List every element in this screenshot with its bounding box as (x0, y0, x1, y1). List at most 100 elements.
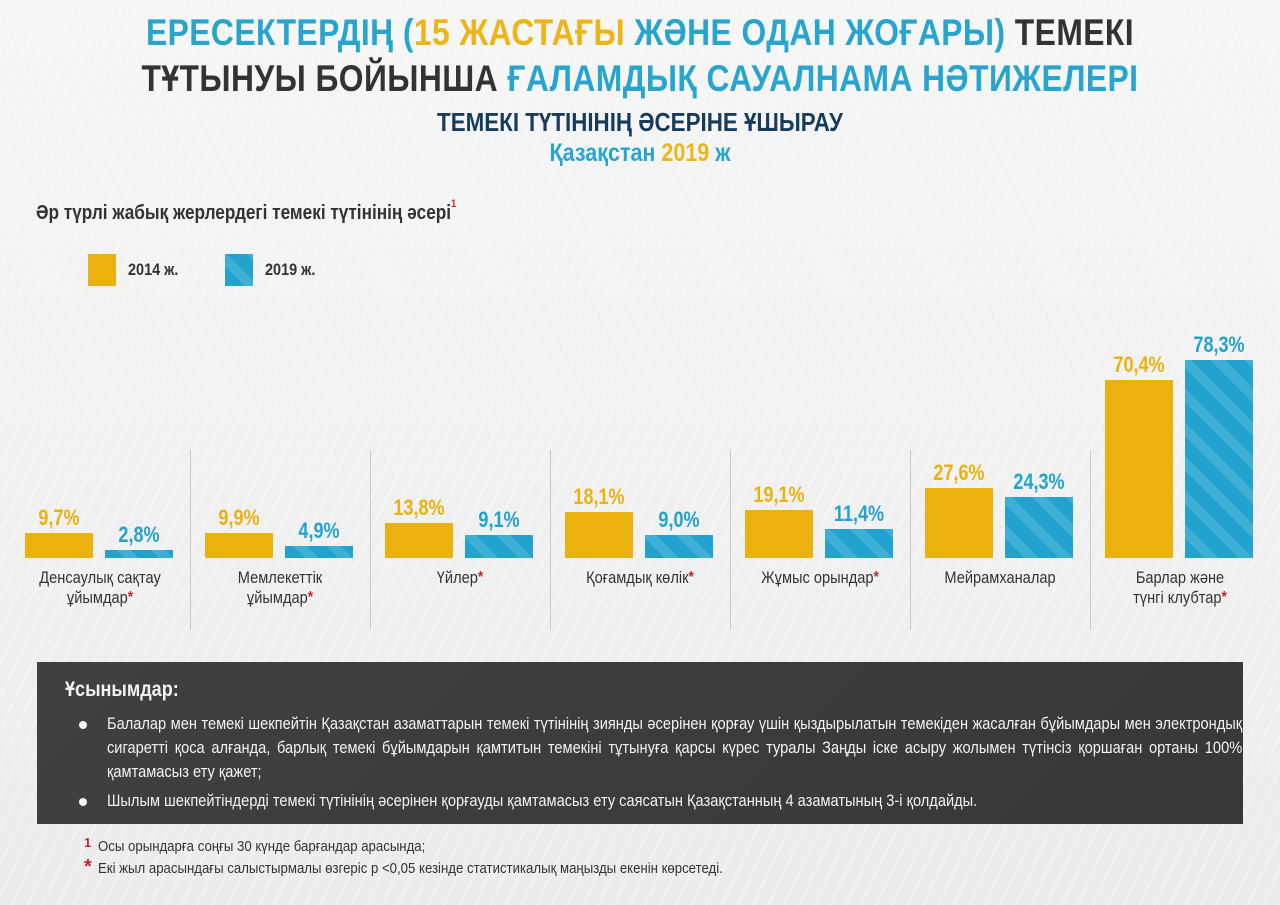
recommendations-title: Ұсынымдар: (65, 678, 179, 701)
category-label-text: Үйлер (436, 568, 478, 587)
bar-2019 (285, 545, 353, 558)
group-divider (550, 450, 551, 630)
chart-legend: 2014 ж. 2019 ж. (88, 254, 363, 286)
data-label-2019: 2,8% (118, 522, 160, 547)
footnote-text: Екі жыл арасындағы салыстырмалы өзгеріс … (98, 860, 723, 877)
significance-asterisk: * (477, 569, 484, 586)
category-label-line: түнгі клубтар* (1103, 588, 1258, 608)
bar-2019 (465, 534, 533, 558)
main-title-line-2: ТҰТЫНУЫ БОЙЫНША ҒАЛАМДЫҚ САУАЛНАМА НӘТИЖ… (90, 56, 1191, 102)
category-label: Денсаулық сақтау ұйымдар* (23, 568, 178, 608)
significance-asterisk: * (1221, 589, 1227, 606)
category-label-line: Қоғамдық көлік* (563, 568, 718, 588)
data-label-2014: 19,1% (753, 481, 805, 507)
data-label-2014: 70,4% (1113, 351, 1165, 377)
data-label-2019: 78,3% (1193, 331, 1245, 357)
category-label-line: Жұмыс орындар* (743, 568, 898, 588)
category-label-line: ұйымдар* (23, 588, 178, 608)
group-divider (1090, 450, 1091, 630)
category-label: Мейрамханалар (923, 568, 1078, 588)
group-divider (910, 450, 911, 630)
header: ЕРЕСЕКТЕРДІҢ (15 ЖАСТАҒЫ ЖӘНЕ ОДАН ЖОҒАР… (0, 10, 1280, 168)
category-label: Үйлер* (383, 568, 538, 588)
data-label-2014: 9,9% (218, 504, 260, 530)
legend-label-2014: 2014 ж. (128, 260, 179, 279)
bullet-icon (79, 798, 87, 806)
bar-2019 (825, 529, 893, 558)
data-label-2014: 27,6% (933, 460, 985, 486)
title-line-1-segment: ЖӘНЕ ОДАН ЖОҒАРЫ) (634, 12, 1015, 53)
group-divider (190, 450, 191, 630)
group-divider (730, 450, 731, 630)
title-line-2-segment: ҒАЛАМДЫҚ САУАЛНАМА НӘТИЖЕЛЕРІ (507, 58, 1139, 99)
bar-group: 18,1% 9,0% Қоғамдық көлік* (550, 300, 730, 640)
year-label: 2019 (661, 139, 710, 167)
significance-asterisk: * (307, 589, 314, 606)
bar-group: 9,9% 4,9% Мемлекеттік ұйымдар* (190, 300, 370, 640)
category-label-text: ұйымдар (66, 588, 128, 607)
title-line-2-segment: ТҰТЫНУЫ БОЙЫНША (141, 58, 508, 99)
legend-swatch-2019 (225, 254, 254, 286)
category-label-text: түнгі клубтар (1133, 588, 1222, 607)
bar-chart: 9,7% 2,8% Денсаулық сақтау ұйымдар* 9,9% 4,9%… (0, 300, 1280, 640)
footnote-1: 1 Осы орындарға соңғы 30 күнде барғандар… (84, 835, 808, 858)
bar-group: 70,4% 78,3% Барлар және түнгі клубтар* (1090, 300, 1270, 640)
category-label: Барлар және түнгі клубтар* (1103, 568, 1258, 608)
bar-group: 13,8% 9,1% Үйлер* (370, 300, 550, 640)
bar-2019 (645, 535, 713, 558)
bar-2019 (105, 550, 173, 558)
title-line-1-segment: ТЕМЕКІ (1014, 12, 1135, 53)
legend-label-2019: 2019 ж. (265, 260, 316, 279)
recommendations-list: Балалар мен темекі шекпейтін Қазақстан а… (65, 712, 1242, 813)
legend-item-2014: 2014 ж. (88, 254, 187, 286)
bar-group: 27,6% 24,3% Мейрамханалар (910, 300, 1090, 640)
data-label-2019: 4,9% (298, 517, 340, 543)
category-label-line: Барлар және (1103, 568, 1258, 588)
chart-title-text: Әр түрлі жабық жерлердегі темекі түтінін… (36, 202, 452, 224)
category-label-line: Мейрамханалар (923, 568, 1078, 588)
data-label-2019: 11,4% (833, 501, 885, 527)
data-label-2014: 13,8% (393, 495, 445, 521)
significance-asterisk: * (688, 569, 694, 586)
bar-2014 (25, 533, 93, 558)
bullet-icon (79, 721, 87, 729)
group-divider (370, 450, 371, 630)
bar-group: 19,1% 11,4% Жұмыс орындар* (730, 300, 910, 640)
category-label-text: Қоғамдық көлік (586, 568, 689, 587)
category-label-text: Жұмыс орындар (761, 568, 874, 587)
recommendation-text: Шылым шекпейтіндерді темекі түтінінің әс… (107, 791, 978, 810)
data-label-2019: 9,1% (478, 506, 520, 532)
footnote-mark: * (84, 856, 92, 878)
legend-item-2019: 2019 ж. (225, 254, 324, 286)
category-label-line: Денсаулық сақтау (23, 568, 178, 588)
country-year: Қазақстан 2019 ж (90, 138, 1191, 168)
category-label-text: Денсаулық сақтау (39, 568, 161, 587)
significance-asterisk: * (127, 589, 134, 606)
data-label-2014: 9,7% (38, 505, 80, 531)
data-label-2019: 9,0% (658, 507, 700, 533)
recommendation-text: Балалар мен темекі шекпейтін Қазақстан а… (107, 714, 1243, 781)
significance-asterisk: * (873, 569, 879, 586)
data-label-2019: 24,3% (1013, 468, 1065, 494)
main-title-line-1: ЕРЕСЕКТЕРДІҢ (15 ЖАСТАҒЫ ЖӘНЕ ОДАН ЖОҒАР… (90, 10, 1191, 56)
category-label-text: ұйымдар (246, 588, 308, 607)
bar-2014 (385, 523, 453, 558)
category-label-line: ұйымдар* (203, 588, 358, 608)
category-label: Мемлекеттік ұйымдар* (203, 568, 358, 608)
chart-title: Әр түрлі жабық жерлердегі темекі түтінін… (36, 198, 456, 225)
subtitle: ТЕМЕКІ ТҮТІНІНІҢ ӘСЕРІНЕ ҰШЫРАУ (437, 107, 843, 137)
legend-swatch-2014 (88, 254, 116, 286)
footnote-mark: 1 (84, 835, 92, 850)
footnote-asterisk: * Екі жыл арасындағы салыстырмалы өзгері… (84, 856, 808, 880)
recommendation-item: Балалар мен темекі шекпейтін Қазақстан а… (65, 712, 1242, 784)
category-label-text: Мейрамханалар (944, 568, 1056, 587)
bar-2019 (1005, 496, 1073, 558)
title-line-1-segment: 15 ЖАСТАҒЫ (413, 12, 635, 53)
year-suffix: ж (715, 139, 731, 167)
bar-2014 (925, 488, 993, 558)
country-label: Қазақстан (549, 139, 656, 167)
footnotes: 1 Осы орындарға соңғы 30 күнде барғандар… (84, 835, 808, 880)
bar-2014 (1105, 379, 1173, 558)
category-label-line: Мемлекеттік (203, 568, 358, 588)
recommendations-panel: Ұсынымдар: Балалар мен темекі шекпейтін … (37, 662, 1243, 824)
